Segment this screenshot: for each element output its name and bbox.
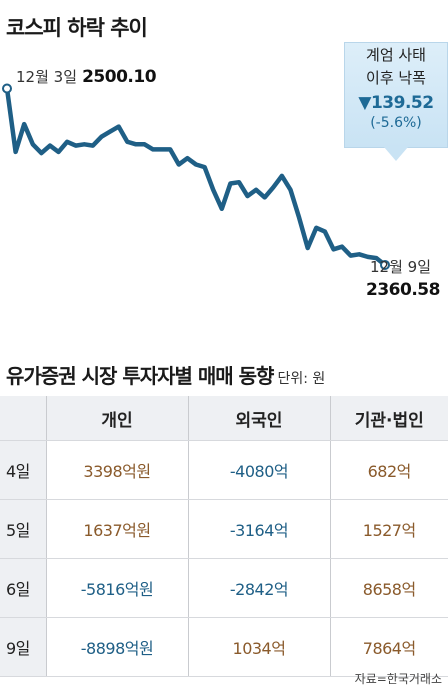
cell-institution: 682억 bbox=[330, 440, 448, 500]
row-day: 6일 bbox=[0, 558, 47, 618]
table-title-text: 유가증권 시장 투자자별 매매 동향 bbox=[6, 364, 274, 388]
cell-institution: 8658억 bbox=[330, 558, 448, 618]
callout-pct: (-5.6%) bbox=[370, 115, 422, 131]
cell-individual: -5816억원 bbox=[46, 558, 189, 618]
kospi-line-chart bbox=[2, 83, 390, 270]
table-row: 9일 -8898억원 1034억 7864억 bbox=[0, 617, 448, 677]
source-note: 자료=한국거래소 bbox=[354, 672, 442, 686]
table-title: 유가증권 시장 투자자별 매매 동향 단위: 원 bbox=[6, 360, 325, 389]
table-header-row: 개인 외국인 기관·법인 bbox=[0, 396, 448, 441]
row-day: 5일 bbox=[0, 499, 47, 559]
cell-institution: 7864억 bbox=[330, 617, 448, 677]
row-day: 9일 bbox=[0, 617, 47, 677]
cell-institution: 1527억 bbox=[330, 499, 448, 559]
callout-line1: 계엄 사태 bbox=[366, 46, 426, 64]
callout-tail bbox=[384, 147, 408, 161]
header-corner bbox=[0, 396, 47, 441]
end-date-label: 12월 9일 bbox=[370, 258, 431, 276]
header-institution: 기관·법인 bbox=[330, 396, 448, 441]
drop-callout: 계엄 사태 이후 낙폭 ▼139.52 (-5.6%) bbox=[344, 42, 448, 148]
cell-foreign: -3164억 bbox=[188, 499, 331, 559]
investor-flow-table: 개인 외국인 기관·법인 4일 3398억원 -4080억 682억 5일 16… bbox=[0, 396, 448, 677]
kospi-series-line bbox=[4, 86, 388, 268]
end-value-annotation: 2360.58 bbox=[366, 280, 440, 300]
header-foreign: 외국인 bbox=[188, 396, 331, 441]
start-point-marker bbox=[2, 83, 12, 94]
end-point-marker bbox=[380, 259, 390, 270]
table-unit: 단위: 원 bbox=[277, 371, 326, 387]
cell-foreign: -2842억 bbox=[188, 558, 331, 618]
start-annotation: 12월 3일 2500.10 bbox=[16, 66, 157, 87]
table-row: 5일 1637억원 -3164억 1527억 bbox=[0, 499, 448, 559]
cell-individual: 1637억원 bbox=[46, 499, 189, 559]
cell-individual: -8898억원 bbox=[46, 617, 189, 677]
table-row: 4일 3398억원 -4080억 682억 bbox=[0, 440, 448, 500]
end-date-annotation: 12월 9일 bbox=[370, 256, 431, 277]
start-value-label: 2500.10 bbox=[82, 67, 157, 87]
header-individual: 개인 bbox=[46, 396, 189, 441]
table-row: 6일 -5816억원 -2842억 8658억 bbox=[0, 558, 448, 618]
start-date-label: 12월 3일 bbox=[16, 68, 77, 86]
chart-title: 코스피 하락 추이 bbox=[6, 16, 148, 40]
callout-drop: ▼139.52 bbox=[358, 93, 434, 113]
end-value-label: 2360.58 bbox=[366, 280, 440, 300]
cell-foreign: -4080억 bbox=[188, 440, 331, 500]
row-day: 4일 bbox=[0, 440, 47, 500]
callout-line2: 이후 낙폭 bbox=[366, 69, 426, 87]
cell-individual: 3398억원 bbox=[46, 440, 189, 500]
cell-foreign: 1034억 bbox=[188, 617, 331, 677]
